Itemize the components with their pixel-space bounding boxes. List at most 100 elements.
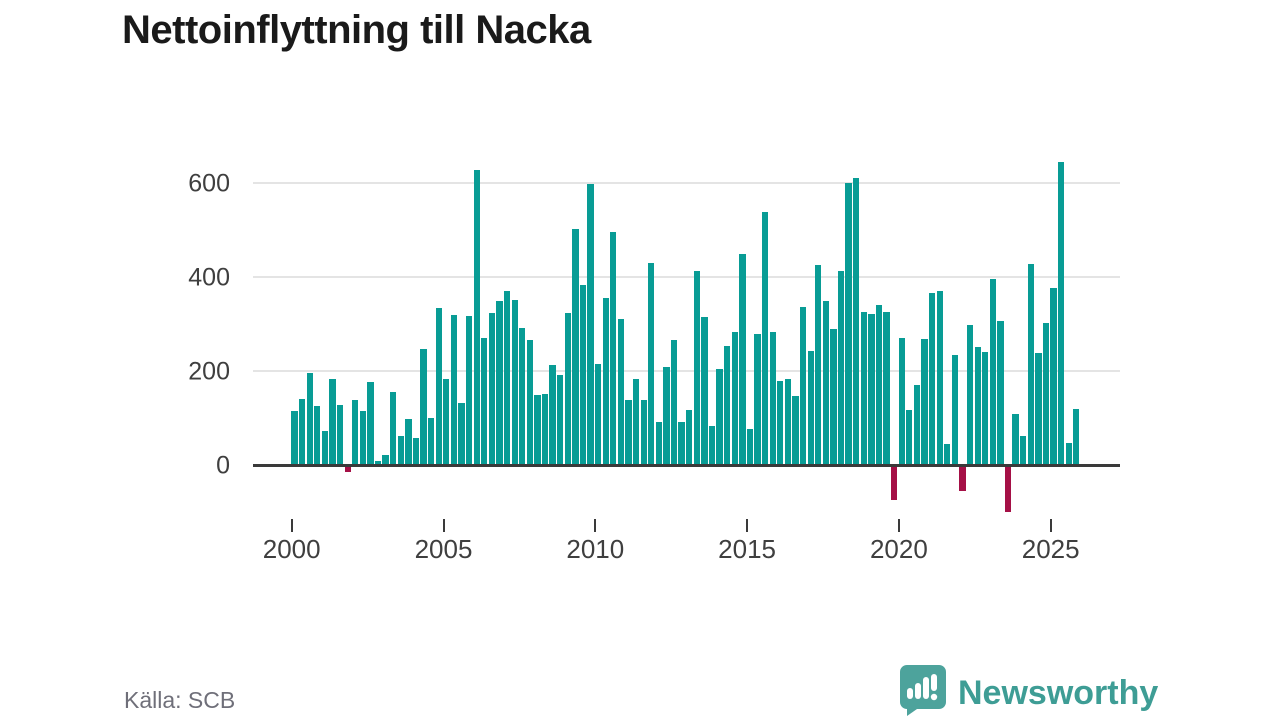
bar-2018Q2 <box>845 182 852 465</box>
bar-2004Q4 <box>435 307 442 465</box>
bar-2006Q2 <box>481 337 488 465</box>
bar-2013Q3 <box>701 317 708 465</box>
bar-2019Q2 <box>875 305 883 465</box>
bar-2000Q2 <box>298 398 306 465</box>
bar-2015Q4 <box>769 332 776 465</box>
bar-2005Q4 <box>465 316 473 465</box>
bar-2002Q3 <box>367 381 374 465</box>
x-axis-tick-label: 2000 <box>262 534 321 564</box>
bar-2023Q3 <box>1004 465 1012 512</box>
bar-2018Q3 <box>853 178 860 465</box>
y-axis-tick-label: 200 <box>188 357 230 385</box>
y-axis-tick-label: 0 <box>216 451 230 479</box>
bar-2015Q1 <box>746 428 754 465</box>
bar-2003Q4 <box>405 418 412 465</box>
bar-2021Q2 <box>936 290 943 465</box>
bar-2015Q3 <box>761 212 769 465</box>
bar-2000Q4 <box>314 406 321 465</box>
bar-2012Q1 <box>655 421 663 465</box>
bar-2022Q2 <box>966 324 974 465</box>
bar-2011Q2 <box>632 378 640 465</box>
gridline <box>253 370 1120 372</box>
bar-2003Q1 <box>382 455 389 465</box>
bar-2014Q2 <box>724 345 731 465</box>
x-axis-tick-label: 2020 <box>869 534 928 564</box>
bar-2007Q3 <box>519 328 526 465</box>
bar-2007Q2 <box>511 300 518 465</box>
bar-2006Q1 <box>473 169 480 465</box>
bar-2020Q1 <box>898 338 905 465</box>
bar-2009Q1 <box>564 312 571 465</box>
bar-2014Q4 <box>739 253 746 465</box>
bar-2012Q3 <box>670 339 678 465</box>
bar-2014Q1 <box>716 369 723 465</box>
bar-2003Q2 <box>390 392 397 465</box>
bar-2009Q3 <box>579 284 587 465</box>
bar-2013Q1 <box>686 410 693 465</box>
x-axis-tick-label: 2015 <box>718 534 777 564</box>
bar-2008Q4 <box>557 375 564 465</box>
x-axis-tick-label: 2010 <box>566 534 625 564</box>
bar-2012Q2 <box>663 366 670 465</box>
bar-2025Q1 <box>1050 288 1057 465</box>
chart-title: Nettoinflyttning till Nacka <box>122 8 591 52</box>
bar-2004Q3 <box>428 418 435 465</box>
bar-2000Q3 <box>306 373 313 465</box>
bar-2014Q3 <box>731 332 738 465</box>
x-axis-tick <box>442 519 445 532</box>
bar-2009Q2 <box>572 229 579 465</box>
bar-2002Q1 <box>352 400 359 465</box>
bar-2013Q2 <box>693 270 700 465</box>
bar-2016Q3 <box>792 395 799 465</box>
bar-2008Q3 <box>549 364 556 465</box>
bar-2019Q1 <box>868 314 875 465</box>
bar-2017Q3 <box>822 300 829 465</box>
bar-2021Q4 <box>951 355 959 465</box>
bar-2025Q4 <box>1073 409 1080 465</box>
bar-2022Q1 <box>959 465 966 491</box>
bar-2001Q3 <box>336 404 344 465</box>
bar-2018Q4 <box>860 311 867 465</box>
x-axis-tick <box>746 519 749 532</box>
bar-2001Q2 <box>329 379 336 465</box>
x-axis-tick <box>594 519 597 532</box>
bar-2019Q3 <box>883 312 890 465</box>
bar-2020Q4 <box>921 339 928 465</box>
bar-2005Q3 <box>458 403 465 465</box>
gridline <box>253 276 1120 278</box>
bar-2024Q3 <box>1035 353 1042 465</box>
bar-2020Q3 <box>913 385 921 465</box>
bar-2016Q4 <box>799 306 807 465</box>
bar-2009Q4 <box>587 184 594 465</box>
bar-2021Q3 <box>944 443 951 465</box>
bar-2023Q1 <box>989 278 996 465</box>
y-axis-tick-label: 600 <box>188 169 230 197</box>
bar-2017Q4 <box>830 329 837 465</box>
bar-2012Q4 <box>678 421 685 465</box>
bar-2022Q3 <box>974 346 981 465</box>
bar-2011Q4 <box>648 262 655 465</box>
newsworthy-logo-text: Newsworthy <box>958 673 1159 712</box>
bar-2011Q3 <box>640 400 647 465</box>
bar-2004Q2 <box>420 348 427 465</box>
bar-2005Q1 <box>443 378 450 465</box>
bar-2013Q4 <box>708 425 716 465</box>
bar-2004Q1 <box>412 438 420 465</box>
bar-2016Q1 <box>777 380 784 465</box>
bar-2023Q4 <box>1012 414 1019 465</box>
bar-2002Q2 <box>359 411 366 465</box>
bar-2024Q4 <box>1042 322 1050 465</box>
bar-2011Q1 <box>625 400 632 465</box>
gridline <box>253 182 1120 184</box>
bar-2015Q2 <box>754 334 761 465</box>
bar-2007Q4 <box>526 340 533 465</box>
x-axis-tick-label: 2005 <box>414 534 473 564</box>
bar-2010Q3 <box>610 232 617 465</box>
bar-2021Q1 <box>928 293 936 465</box>
newsworthy-logo: Newsworthy <box>898 664 1158 720</box>
x-axis-tick <box>1049 519 1052 532</box>
bar-2024Q2 <box>1027 263 1034 465</box>
bar-2017Q2 <box>815 264 822 465</box>
bar-2025Q2 <box>1057 161 1065 465</box>
